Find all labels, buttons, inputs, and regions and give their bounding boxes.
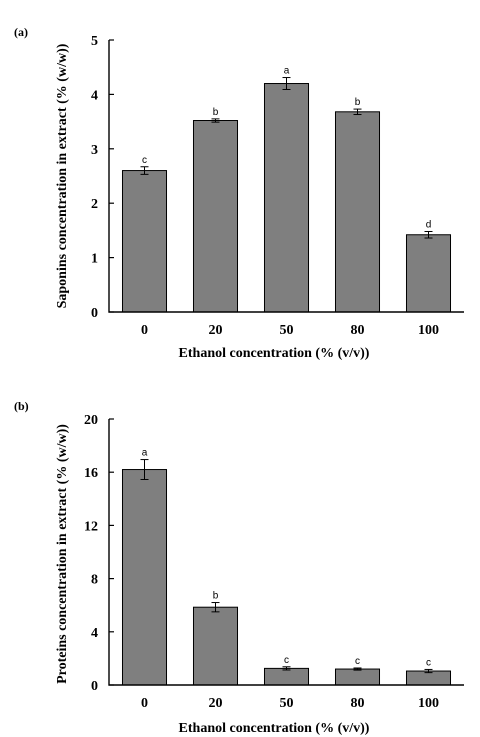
- error-bar-a-100: [424, 230, 433, 239]
- x-axis-title-a: Ethanol concentration (% (v/v)): [179, 346, 370, 361]
- error-bar-b-50: [282, 666, 291, 671]
- y-tick-label-b-20: 20: [84, 413, 98, 428]
- x-tick-label-b-0: 0: [141, 696, 148, 711]
- panel-label-a: (a): [14, 25, 28, 39]
- error-bar-a-50: [282, 77, 291, 91]
- error-bar-a-80: [353, 108, 362, 116]
- significance-letter-b-20: b: [213, 591, 219, 602]
- error-bar-b-100: [424, 668, 433, 674]
- chart-a: (a) Saponins concentration in extract (%…: [14, 25, 464, 361]
- y-axis-title-a: Saponins concentration in extract (% (w/…: [55, 43, 70, 308]
- panel-label-b: (b): [14, 399, 29, 413]
- x-tick-label-b-20: 20: [209, 696, 223, 711]
- y-tick-label-a-2: 2: [91, 197, 98, 212]
- bar-a-0: [121, 170, 168, 313]
- axes-b: [108, 419, 464, 686]
- x-tick-label-b-80: 80: [351, 696, 365, 711]
- bar-b-50: [263, 667, 310, 686]
- x-tick-label-a-100: 100: [418, 323, 439, 338]
- bar-b-80: [334, 668, 381, 686]
- y-axis-title-b: Proteins concentration in extract (% (w/…: [55, 424, 70, 684]
- significance-letter-b-0: a: [142, 448, 148, 459]
- significance-letter-a-20: b: [213, 107, 219, 118]
- error-bar-b-0: [140, 459, 149, 481]
- x-tick-label-a-20: 20: [209, 323, 223, 338]
- x-axis-title-b: Ethanol concentration (% (v/v)): [179, 721, 370, 736]
- y-tick-label-a-3: 3: [91, 143, 98, 158]
- bar-b-20: [192, 606, 239, 686]
- significance-letter-a-100: d: [426, 219, 432, 230]
- y-tick-label-b-0: 0: [91, 679, 98, 694]
- y-tick-label-a-1: 1: [91, 252, 98, 267]
- significance-letter-a-50: a: [284, 66, 290, 77]
- axes-a: [108, 40, 464, 313]
- bar-a-20: [192, 120, 239, 313]
- y-tick-label-b-16: 16: [84, 466, 98, 481]
- x-tick-label-b-100: 100: [418, 696, 439, 711]
- significance-letter-a-80: b: [355, 97, 361, 108]
- error-bar-b-20: [211, 602, 220, 613]
- significance-letter-a-0: c: [142, 155, 147, 166]
- bar-a-100: [405, 234, 452, 313]
- significance-letter-b-100: c: [426, 657, 431, 668]
- y-tick-label-a-0: 0: [91, 306, 98, 321]
- x-tick-label-a-50: 50: [280, 323, 294, 338]
- y-tick-label-b-12: 12: [84, 519, 98, 534]
- error-bar-a-20: [211, 118, 220, 123]
- error-bar-a-0: [140, 166, 149, 175]
- significance-letter-b-80: c: [355, 656, 360, 667]
- bar-a-50: [263, 83, 310, 313]
- x-tick-label-a-80: 80: [351, 323, 365, 338]
- x-tick-label-a-0: 0: [141, 323, 148, 338]
- chart-b: (b) Proteins concentration in extract (%…: [14, 399, 464, 736]
- bar-b-0: [121, 469, 168, 686]
- y-tick-label-a-4: 4: [91, 88, 98, 103]
- error-bar-b-80: [353, 667, 362, 671]
- y-tick-label-a-5: 5: [91, 34, 98, 49]
- significance-letter-b-50: c: [284, 655, 289, 666]
- bar-a-80: [334, 111, 381, 313]
- y-tick-label-b-4: 4: [91, 626, 98, 641]
- y-tick-label-b-8: 8: [91, 573, 98, 588]
- x-tick-label-b-50: 50: [280, 696, 294, 711]
